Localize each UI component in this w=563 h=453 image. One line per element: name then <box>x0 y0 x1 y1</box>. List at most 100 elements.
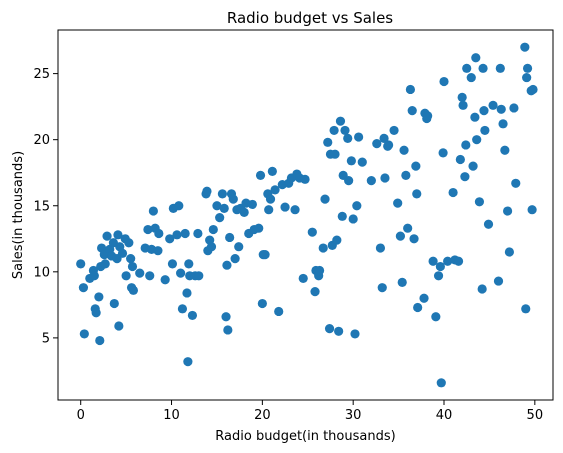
scatter-point <box>352 201 362 211</box>
scatter-point <box>290 205 300 215</box>
scatter-point <box>439 76 449 87</box>
scatter-point <box>109 298 119 309</box>
scatter-point <box>176 268 186 278</box>
points-layer <box>76 42 538 388</box>
scatter-point <box>357 157 367 167</box>
scatter-point <box>100 259 110 269</box>
scatter-point <box>318 243 328 253</box>
scatter-point <box>413 302 423 313</box>
scatter-point <box>448 187 458 198</box>
y-axis-label: Sales(in thousands) <box>11 151 26 279</box>
scatter-point <box>121 271 131 281</box>
scatter-point <box>344 176 354 186</box>
scatter-point <box>470 112 480 122</box>
scatter-point <box>184 259 194 269</box>
scatter-point <box>380 173 390 183</box>
scatter-point <box>407 106 417 116</box>
scatter-point <box>435 261 445 272</box>
y-tick-label: 20 <box>33 133 50 148</box>
y-tick-label: 25 <box>33 67 50 82</box>
scatter-point <box>401 170 411 180</box>
scatter-point <box>165 234 175 244</box>
scatter-point <box>477 284 487 294</box>
scatter-point <box>348 214 358 224</box>
scatter-point <box>511 178 521 188</box>
scatter-point <box>172 230 182 240</box>
scatter-point <box>187 310 198 321</box>
scatter-point <box>89 271 99 281</box>
scatter-point <box>280 202 290 212</box>
scatter-point <box>76 259 86 269</box>
scatter-point <box>183 357 193 367</box>
scatter-point <box>457 92 467 102</box>
scatter-point <box>496 104 506 114</box>
scatter-point <box>393 198 403 208</box>
scatter-point <box>102 231 112 241</box>
scatter-point <box>366 176 376 186</box>
scatter-point <box>95 335 105 346</box>
scatter-point <box>411 161 421 171</box>
scatter-point <box>346 156 356 166</box>
scatter-point <box>202 186 212 196</box>
scatter-point <box>466 72 476 83</box>
scatter-point <box>114 321 124 331</box>
scatter-point <box>212 201 222 211</box>
scatter-point <box>474 197 485 207</box>
scatter-point <box>495 63 505 73</box>
scatter-point <box>221 312 231 322</box>
ticks-layer: 0 10 20 30 40 50 5 10 15 20 25 <box>33 67 543 423</box>
scatter-point <box>228 194 238 204</box>
scatter-point <box>334 326 344 336</box>
scatter-point <box>153 246 163 256</box>
scatter-point <box>180 228 190 239</box>
scatter-point <box>433 271 444 281</box>
scatter-point <box>298 273 308 284</box>
scatter-point <box>493 276 504 286</box>
scatter-point <box>528 84 538 95</box>
scatter-point <box>472 135 482 145</box>
scatter-point <box>522 63 533 73</box>
scatter-point <box>384 140 394 150</box>
scatter-point <box>478 63 488 73</box>
y-tick-label: 5 <box>42 331 50 346</box>
chart-title: Radio budget vs Sales <box>227 9 393 27</box>
x-tick-label: 10 <box>163 408 180 423</box>
scatter-point <box>167 259 178 269</box>
scatter-point <box>479 106 489 116</box>
scatter-point <box>436 378 446 388</box>
scatter-point <box>257 298 267 309</box>
scatter-point <box>194 271 204 281</box>
scatter-point <box>148 206 158 216</box>
scatter-point <box>389 125 399 136</box>
scatter-point <box>377 283 387 293</box>
scatter-point <box>504 247 514 257</box>
scatter-point <box>324 324 335 334</box>
scatter-point <box>438 148 448 158</box>
scatter-point <box>521 304 531 314</box>
scatter-point <box>222 260 232 270</box>
x-tick-label: 50 <box>527 408 544 423</box>
scatter-point <box>337 211 347 221</box>
scatter-point <box>215 213 225 223</box>
scatter-point <box>498 119 508 129</box>
scatter-point <box>527 205 537 215</box>
scatter-point <box>372 139 382 149</box>
scatter-point <box>483 219 494 229</box>
scatter-point <box>412 189 422 199</box>
scatter-point <box>255 170 266 180</box>
scatter-point <box>206 242 217 252</box>
scatter-point <box>335 116 346 126</box>
scatter-point <box>267 166 277 176</box>
scatter-point <box>455 154 465 165</box>
scatter-point <box>468 161 478 171</box>
scatter-point <box>143 224 153 235</box>
scatter-point <box>453 256 464 266</box>
scatter-point <box>520 42 530 52</box>
scatter-point <box>509 103 519 113</box>
scatter-point <box>223 325 233 335</box>
scatter-point <box>522 72 532 83</box>
scatter-point <box>329 125 339 136</box>
scatter-point <box>239 207 249 217</box>
scatter-point <box>409 234 419 244</box>
